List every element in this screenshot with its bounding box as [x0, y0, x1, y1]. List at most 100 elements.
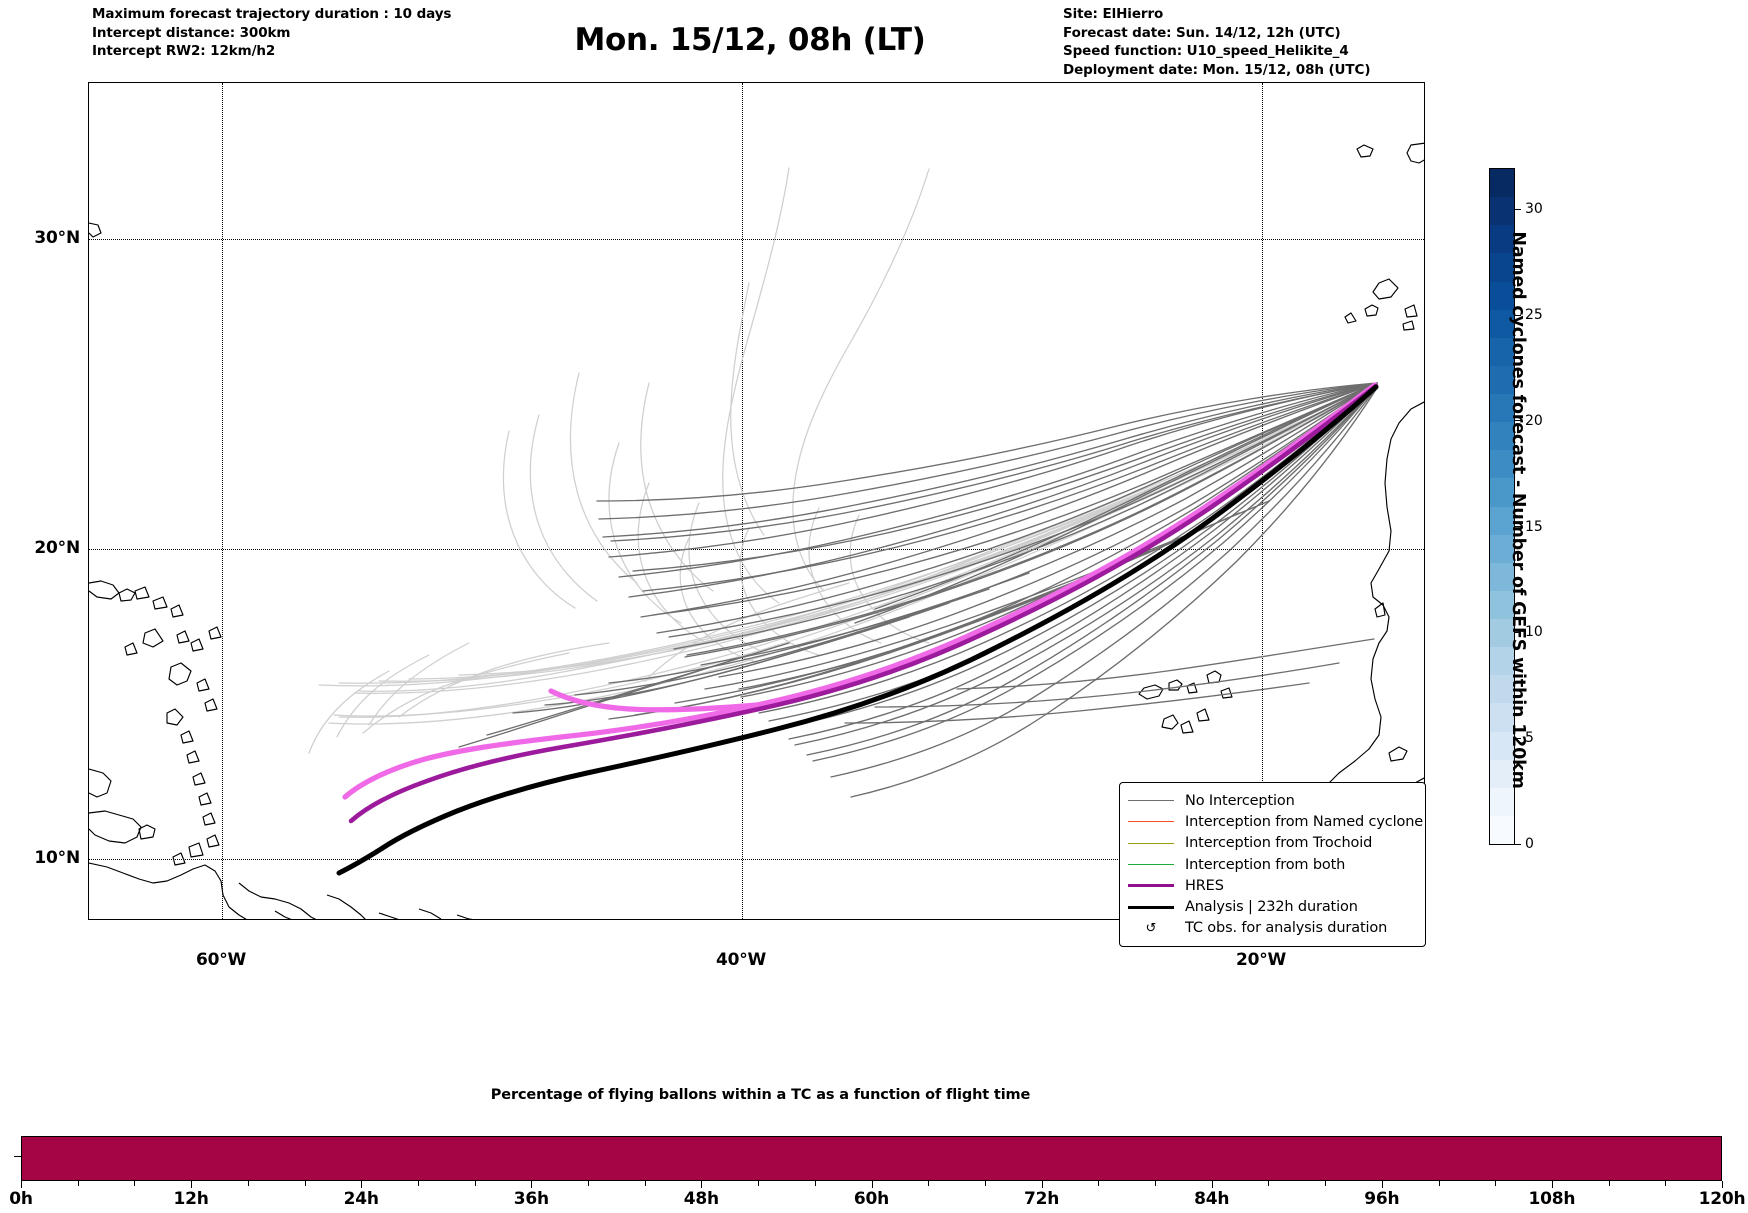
time-minor-tick	[644, 1181, 646, 1186]
time-minor-tick	[247, 1181, 249, 1186]
time-minor-tick	[134, 1181, 136, 1186]
map-ylabel-20n: 20°N	[34, 538, 80, 558]
colorbar-segment	[1490, 647, 1514, 676]
colorbar	[1489, 168, 1515, 845]
colorbar-tick: 20	[1515, 413, 1543, 429]
colorbar-segment	[1490, 394, 1514, 423]
time-tick-label: 108h	[1528, 1189, 1576, 1209]
map-xlabel-60w: 60°W	[195, 950, 247, 970]
colorbar-segment	[1490, 562, 1514, 591]
time-minor-tick	[588, 1181, 589, 1186]
time-minor-tick	[1665, 1181, 1667, 1186]
legend-label: No Interception	[1185, 792, 1295, 809]
time-minor-tick	[1098, 1181, 1100, 1186]
colorbar-tick: 5	[1515, 730, 1534, 746]
legend-swatch	[1128, 884, 1174, 888]
time-tick-label: 36h	[513, 1189, 549, 1209]
colorbar-segment	[1490, 365, 1514, 394]
colorbar-segment	[1490, 253, 1514, 282]
colorbar-segment	[1490, 534, 1514, 563]
time-tick-label: 48h	[683, 1189, 719, 1209]
metadata-line: Forecast date: Sun. 14/12, 12h (UTC)	[1063, 24, 1341, 41]
legend-item-no-interception[interactable]: No Interception	[1128, 790, 1416, 811]
colorbar-segment	[1490, 337, 1514, 366]
legend-swatch	[1128, 821, 1174, 823]
legend-label: HRES	[1185, 877, 1224, 894]
metadata-line: Maximum forecast trajectory duration : 1…	[92, 6, 452, 22]
time-tick-label: 84h	[1194, 1189, 1230, 1209]
legend-item-both[interactable]: Interception from both	[1128, 854, 1416, 875]
time-minor-tick	[1608, 1181, 1610, 1186]
colorbar-tick: 25	[1515, 307, 1543, 323]
time-minor-tick	[304, 1181, 306, 1186]
colorbar-segment	[1490, 478, 1514, 507]
colorbar-segment	[1490, 506, 1514, 535]
legend-label: Analysis | 232h duration	[1185, 899, 1358, 916]
map-ylabel-10n: 10°N	[34, 848, 80, 868]
legend-label: Interception from both	[1185, 856, 1346, 873]
time-minor-tick	[814, 1181, 816, 1186]
metadata-line: Intercept RW2: 12km/h2	[92, 43, 276, 59]
colorbar-segment	[1490, 703, 1514, 732]
page-title: Mon. 15/12, 08h (LT)	[574, 22, 926, 58]
colorbar-segment	[1490, 815, 1514, 844]
legend-label: TC obs. for analysis duration	[1185, 920, 1388, 937]
time-minor-tick	[1268, 1181, 1270, 1186]
cyclone-marker-icon: ↺	[1145, 920, 1157, 936]
time-tick-label: 96h	[1364, 1189, 1400, 1209]
colorbar-segment	[1490, 197, 1514, 226]
colorbar-segment	[1490, 309, 1514, 338]
time-minor-tick	[1438, 1181, 1440, 1186]
legend-item-trochoid[interactable]: Interception from Trochoid	[1128, 833, 1416, 854]
time-tick-label: 0h	[9, 1189, 33, 1209]
time-tick	[361, 1181, 363, 1188]
map-xlabel-20w: 20°W	[1235, 950, 1287, 970]
colorbar-segment	[1490, 225, 1514, 254]
named-cyclone-trajectory-segment	[548, 688, 760, 713]
colorbar-segment	[1490, 675, 1514, 704]
map-ylabel-30n: 30°N	[34, 228, 80, 248]
time-minor-tick	[1325, 1181, 1327, 1186]
time-tick-label: 24h	[343, 1189, 379, 1209]
legend-label: Interception from Trochoid	[1185, 835, 1373, 852]
time-minor-tick	[984, 1181, 986, 1186]
colorbar-segment	[1490, 619, 1514, 648]
time-minor-tick	[1495, 1181, 1497, 1186]
time-tick	[1381, 1181, 1383, 1188]
percentage-bar	[21, 1136, 1722, 1181]
time-tick	[531, 1181, 533, 1188]
legend-swatch	[1128, 800, 1174, 802]
map-plot-area	[88, 82, 1425, 920]
colorbar-tick: 10	[1515, 624, 1543, 640]
legend-item-analysis[interactable]: Analysis | 232h duration	[1128, 896, 1416, 917]
percentage-bar-fill	[22, 1137, 1721, 1180]
time-minor-tick	[928, 1181, 930, 1186]
colorbar-ticks: 0 5 10 15 20 25 30	[1515, 168, 1575, 852]
legend-item-hres[interactable]: HRES	[1128, 875, 1416, 896]
time-minor-tick	[758, 1181, 760, 1186]
colorbar-segment	[1490, 590, 1514, 619]
time-tick	[1211, 1181, 1213, 1188]
hres-trajectory	[348, 383, 1379, 824]
colorbar-tick: 30	[1515, 201, 1543, 217]
time-tick	[21, 1181, 22, 1188]
time-tick-label: 60h	[853, 1189, 890, 1209]
map-xlabel-40w: 40°W	[715, 950, 767, 970]
bottom-bar-caption: Percentage of flying ballons within a TC…	[490, 1087, 1031, 1103]
legend-item-tc-obs[interactable]: ↺ TC obs. for analysis duration	[1128, 918, 1416, 939]
map-graphics	[89, 142, 1424, 919]
time-minor-tick	[474, 1181, 476, 1186]
time-tick-label: 12h	[173, 1189, 209, 1209]
map-legend[interactable]: No Interception Interception from Named …	[1119, 782, 1426, 948]
time-tick-label: 120h	[1698, 1189, 1746, 1209]
legend-item-named-cyclone[interactable]: Interception from Named cyclone	[1128, 811, 1423, 832]
time-tick-label: 72h	[1024, 1189, 1060, 1209]
bottom-bar-left-tick	[14, 1156, 21, 1157]
metadata-line: Deployment date: Mon. 15/12, 08h (UTC)	[1063, 61, 1371, 78]
colorbar-label: Named cyclones forecast - Number of GEFS…	[1508, 231, 1528, 789]
colorbar-tick: 0	[1515, 836, 1534, 852]
legend-swatch	[1128, 864, 1174, 866]
named-cyclone-trajectory	[342, 382, 1378, 800]
gridline-lat-30n	[89, 239, 1424, 240]
time-minor-tick	[1155, 1181, 1156, 1186]
